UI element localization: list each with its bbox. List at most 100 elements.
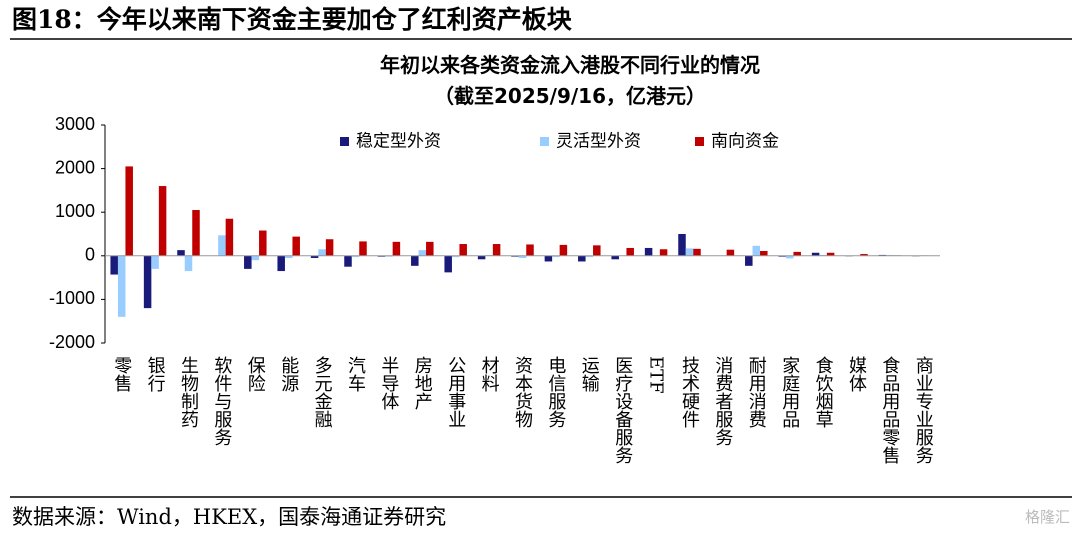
bar (392, 241, 401, 256)
x-tick-label: 食品用品零售 (879, 356, 900, 464)
bar (418, 250, 427, 256)
x-tick-label: 电信服务 (545, 356, 566, 428)
bar (251, 255, 260, 261)
y-tick-label: 0 (85, 245, 95, 265)
bar (745, 255, 753, 266)
bar (860, 254, 868, 256)
y-tick-label: -2000 (49, 332, 95, 352)
x-tick-label: 食饮烟草 (813, 356, 834, 428)
x-tick-label: 银行 (145, 356, 166, 392)
chart-title: 年初以来各类资金流入港股不同行业的情况 (380, 53, 760, 77)
x-tick-label: 保险 (245, 356, 266, 392)
x-tick-label: 汽车 (345, 356, 366, 392)
bar (518, 255, 527, 258)
legend-swatch (540, 137, 549, 146)
bar (117, 255, 126, 317)
y-tick-label: 1000 (55, 201, 95, 221)
bar (110, 255, 118, 275)
bar (344, 255, 352, 267)
bar (426, 241, 434, 256)
bar (218, 235, 226, 256)
x-tick-label: 能源 (278, 356, 299, 393)
bar (593, 245, 601, 256)
bar (611, 255, 619, 260)
bar (492, 244, 501, 256)
bar (685, 248, 694, 256)
bar (726, 249, 735, 256)
bar (644, 247, 653, 256)
bar (659, 249, 668, 256)
figure-title: 图18：今年以来南下资金主要加仓了红利资产板块 (12, 5, 572, 34)
bar (143, 255, 152, 309)
bar (444, 255, 452, 273)
x-tick-label: 材料 (479, 356, 500, 392)
bar (325, 239, 334, 256)
bar (526, 244, 534, 256)
y-tick-label: 3000 (55, 114, 95, 134)
x-tick-label: 耐用消费 (746, 356, 767, 428)
bar (192, 210, 200, 256)
legend-label: 灵活型外资 (556, 132, 641, 152)
bar (585, 255, 594, 258)
watermark: 格隆汇 (1025, 508, 1070, 526)
bar (151, 255, 159, 269)
bar (225, 218, 234, 256)
bar (552, 255, 560, 258)
source-note: 数据来源：Wind，HKEX，国泰海通证券研究 (12, 505, 446, 529)
bar (184, 255, 193, 272)
x-tick-label: 医疗设备服务 (612, 356, 633, 464)
bar (451, 255, 460, 258)
x-tick-label: 软件与服务 (211, 356, 232, 446)
bar (244, 255, 252, 269)
x-tick-label: 商业专业服务 (913, 356, 934, 464)
bar (752, 245, 761, 256)
bar (125, 166, 133, 256)
legend-swatch (695, 137, 704, 146)
bar (793, 251, 801, 256)
bar (259, 230, 267, 256)
x-tick-label: ETF (646, 356, 667, 394)
legend-label: 稳定型外资 (356, 132, 441, 152)
bar (351, 255, 360, 258)
bar (292, 236, 300, 256)
bar (359, 241, 367, 256)
chart-subtitle: （截至2025/9/16，亿港元） (434, 84, 706, 108)
bar (544, 255, 553, 262)
x-tick-label: 半导体 (378, 356, 399, 410)
bar (811, 252, 820, 256)
bar (760, 251, 768, 256)
x-tick-label: 多元金融 (312, 356, 333, 428)
y-tick-label: -1000 (49, 288, 95, 308)
x-tick-label: 生物制药 (178, 356, 199, 428)
bar (310, 255, 319, 258)
legend-label: 南向资金 (711, 132, 779, 152)
bar (477, 255, 486, 260)
x-tick-label: 资本货物 (512, 356, 533, 428)
bar (626, 247, 634, 256)
x-tick-label: 运输 (579, 356, 600, 393)
bar (318, 249, 326, 256)
x-tick-label: 家庭用品 (779, 356, 800, 428)
x-tick-label: 零售 (111, 356, 132, 392)
bar (578, 255, 586, 262)
bar (459, 244, 467, 256)
bar (693, 248, 701, 256)
x-tick-label: 媒体 (846, 356, 867, 392)
bar (411, 255, 419, 266)
bar (559, 244, 568, 256)
bar (158, 186, 167, 256)
bar (678, 234, 686, 256)
y-tick-label: 2000 (55, 157, 95, 177)
x-tick-label: 消费者服务 (712, 356, 733, 446)
bar (785, 255, 794, 259)
bar (826, 252, 835, 256)
bar (277, 255, 285, 272)
x-tick-label: 公用事业 (445, 356, 466, 428)
x-tick-label: 技术硬件 (679, 356, 700, 428)
x-tick-label: 房地产 (412, 356, 433, 410)
bar (284, 255, 293, 258)
legend-swatch (340, 137, 349, 146)
bar (177, 250, 185, 256)
